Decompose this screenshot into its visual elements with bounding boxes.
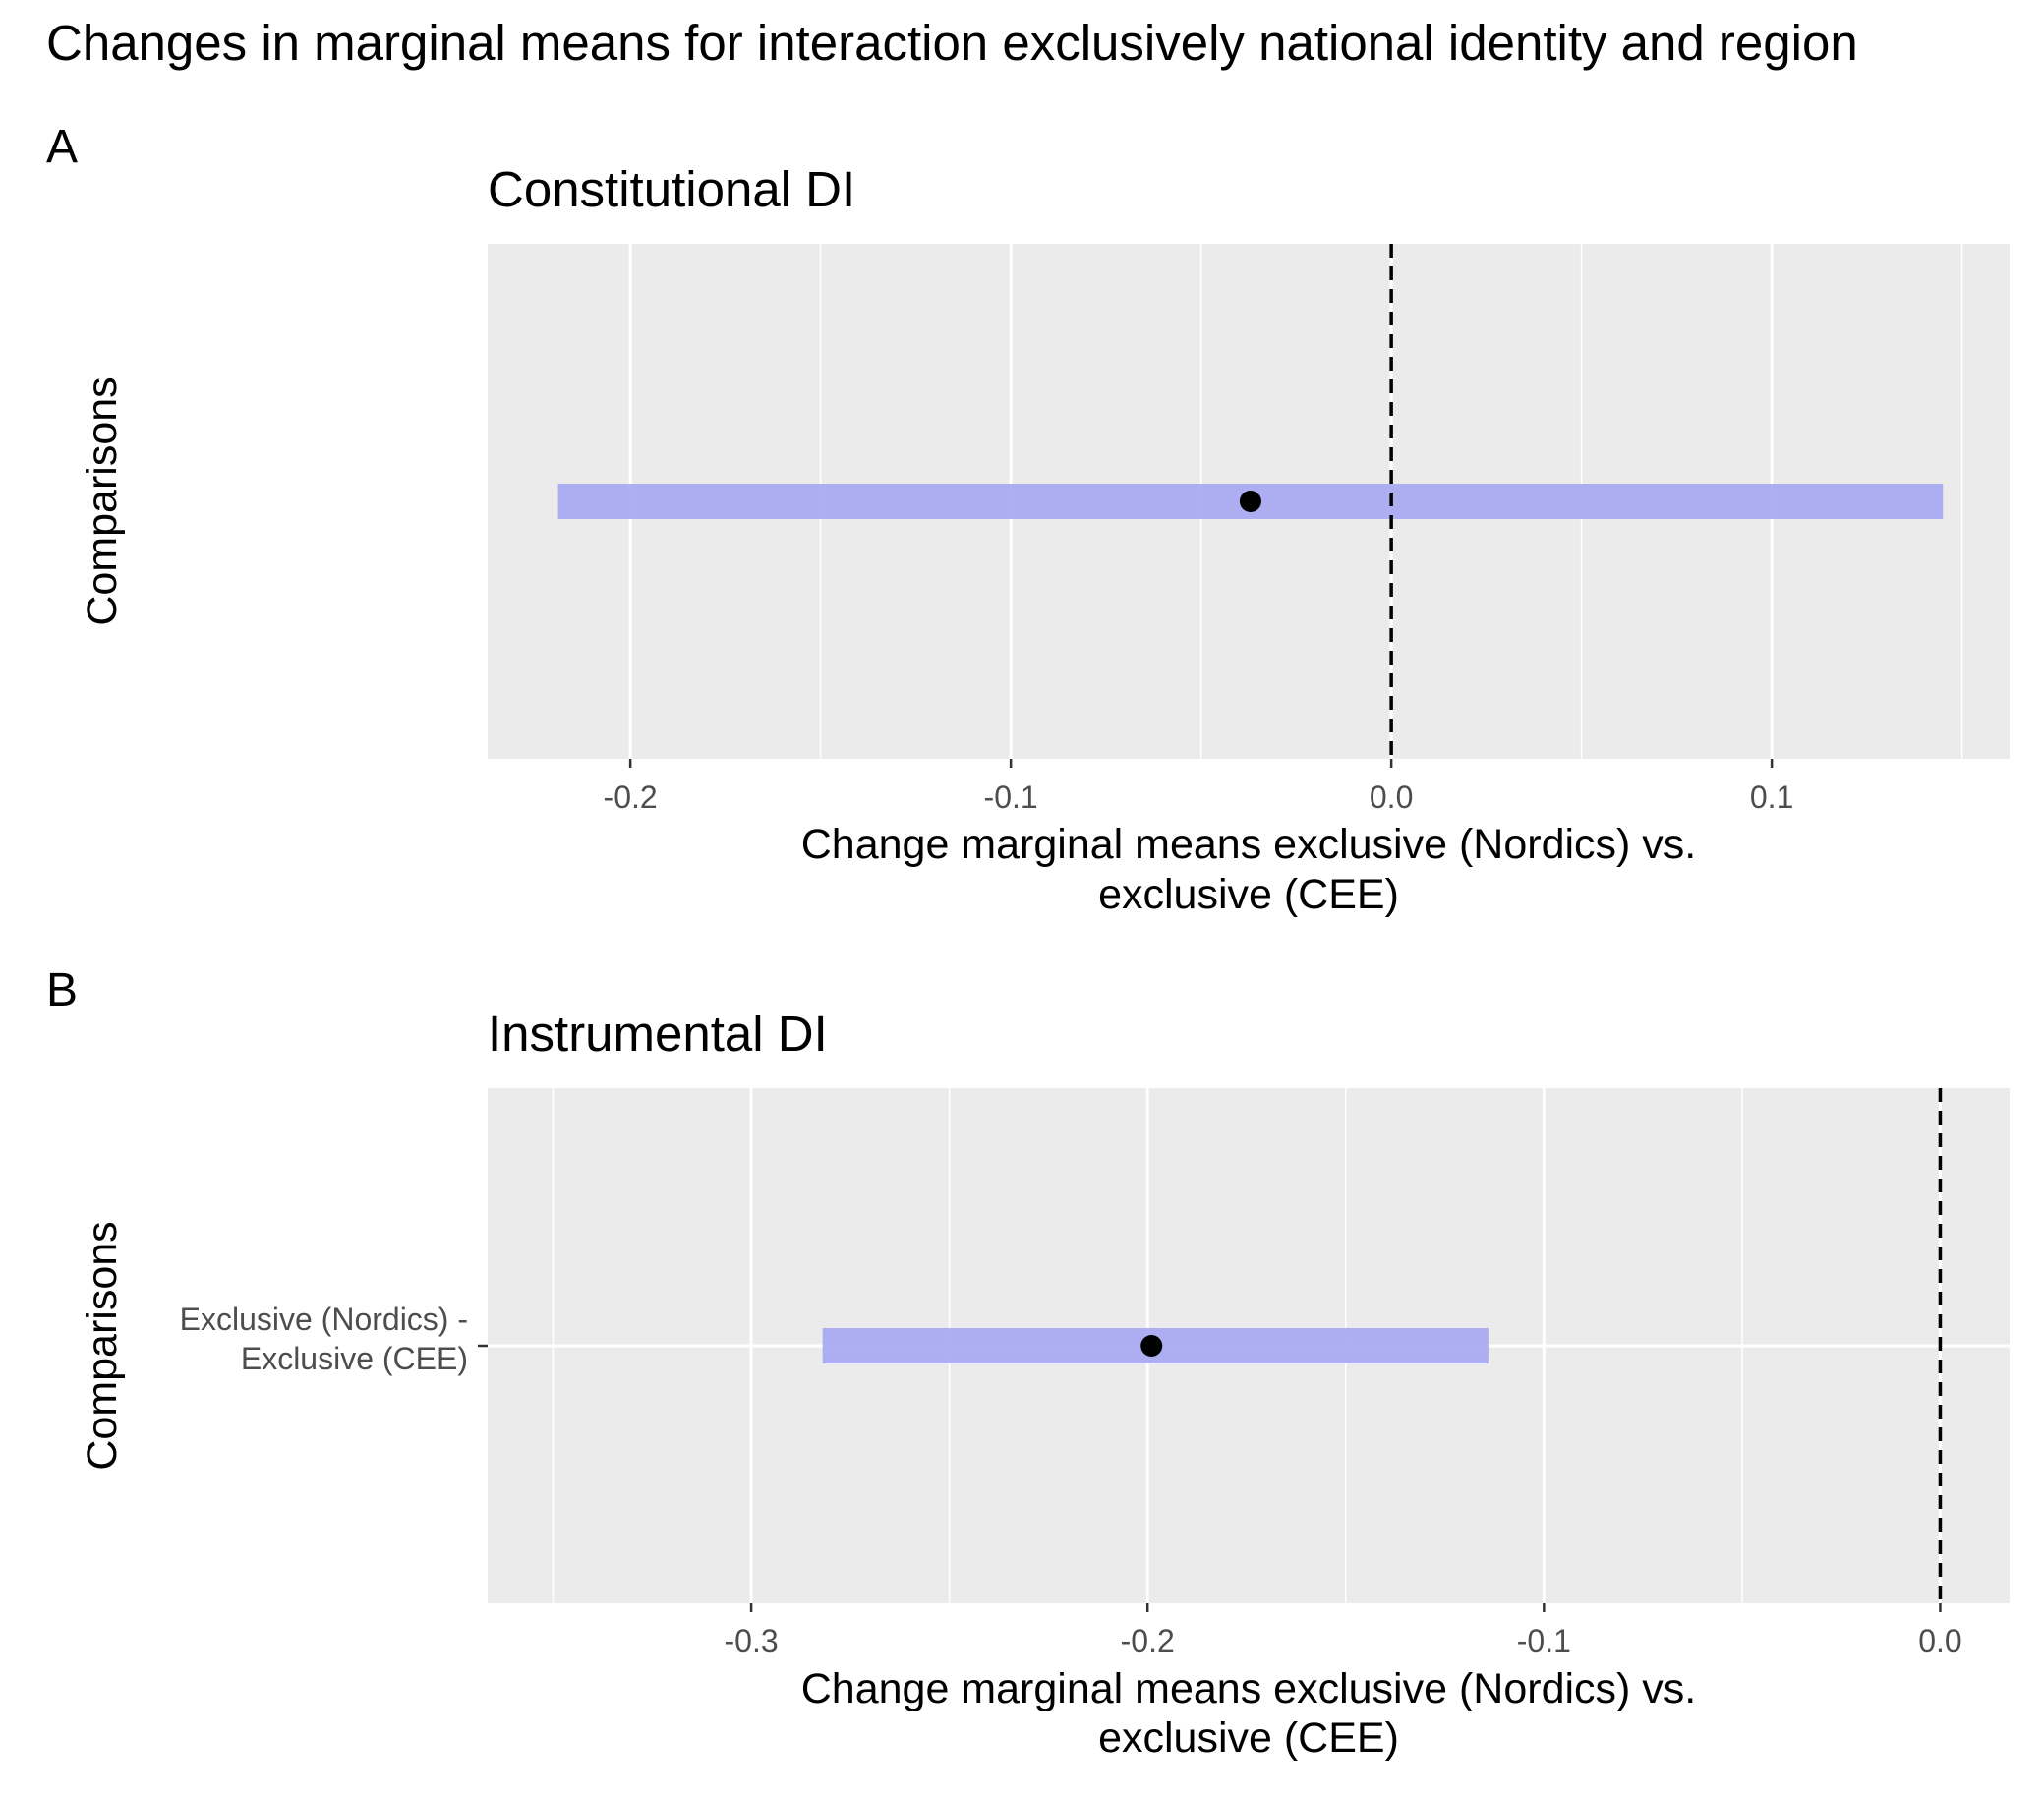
panel-b-x-tick-label: -0.3 bbox=[725, 1623, 779, 1658]
panel-b-y-category-label: Exclusive (Nordics) - bbox=[180, 1302, 468, 1337]
panel-a-x-axis-label: Change marginal means exclusive (Nordics… bbox=[801, 821, 1697, 868]
panel-b-x-tick-label: 0.0 bbox=[1918, 1623, 1961, 1658]
panel-tag-a: A bbox=[46, 121, 79, 173]
panel-b-x-axis-label: exclusive (CEE) bbox=[1098, 1714, 1399, 1762]
panel-a-title: Constitutional DI bbox=[488, 161, 855, 217]
panel-a-x-tick-label: 0.1 bbox=[1750, 780, 1793, 815]
panel-a-x-tick-label: 0.0 bbox=[1370, 780, 1413, 815]
panel-b-y-category-label: Exclusive (CEE) bbox=[241, 1341, 468, 1376]
panel-a-x-axis-label: exclusive (CEE) bbox=[1098, 871, 1399, 918]
panel-a-x-tick-label: -0.1 bbox=[984, 780, 1038, 815]
panel-tag-b: B bbox=[46, 964, 79, 1016]
panel-b-estimate-point bbox=[1140, 1335, 1163, 1357]
panel-a-x-tick-label: -0.2 bbox=[604, 780, 658, 815]
panel-a-estimate-point bbox=[1239, 491, 1261, 512]
panel-a-y-axis-label: Comparisons bbox=[79, 377, 126, 625]
figure-title: Changes in marginal means for interactio… bbox=[46, 15, 1858, 71]
panel-b-title: Instrumental DI bbox=[488, 1006, 828, 1062]
panel-b-x-axis-label: Change marginal means exclusive (Nordics… bbox=[801, 1665, 1697, 1712]
panel-b-y-axis-label: Comparisons bbox=[79, 1221, 126, 1470]
panel-b-x-tick-label: -0.1 bbox=[1517, 1623, 1571, 1658]
panel-b-x-tick-label: -0.2 bbox=[1121, 1623, 1175, 1658]
